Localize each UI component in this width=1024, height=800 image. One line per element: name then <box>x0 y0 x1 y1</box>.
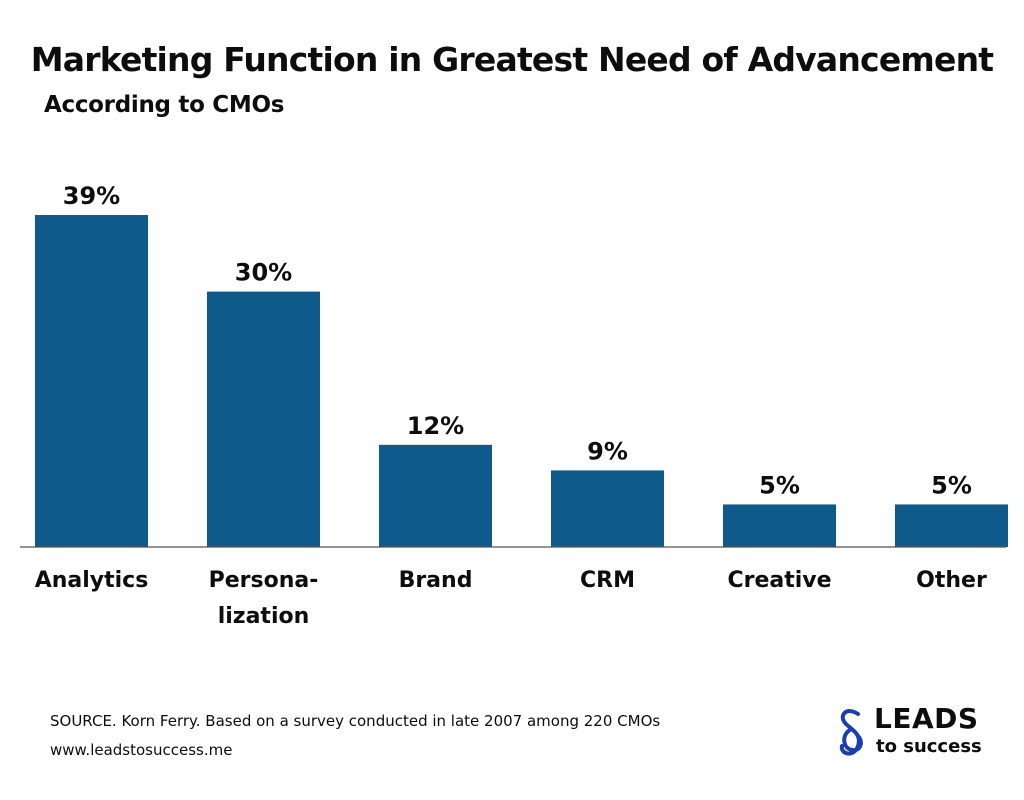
category-label: lization <box>218 604 310 629</box>
bar-brand <box>379 444 492 547</box>
bar-other <box>895 504 1008 547</box>
bar-creative <box>723 504 836 547</box>
brand-logo <box>839 709 863 756</box>
data-label: 12% <box>407 412 464 440</box>
data-label: 5% <box>931 471 972 499</box>
category-label: Brand <box>399 568 473 593</box>
chart-subtitle: According to CMOs <box>44 92 285 118</box>
website-url: www.leadstosuccess.me <box>50 741 233 759</box>
bar-personalization <box>207 291 320 547</box>
bar-analytics <box>35 215 148 547</box>
source-note: SOURCE. Korn Ferry. Based on a survey co… <box>50 712 661 730</box>
logo-wordmark: LEADS <box>874 702 979 735</box>
category-label: Creative <box>727 568 831 593</box>
chart-title: Marketing Function in Greatest Need of A… <box>30 40 994 79</box>
data-label: 5% <box>759 471 800 499</box>
data-label: 30% <box>235 259 292 287</box>
category-label: CRM <box>580 568 635 593</box>
infinity-s-icon <box>839 709 863 756</box>
category-label: Analytics <box>35 568 149 593</box>
bar-chart: 39% Analytics 30% Persona-lization 12% Brand 9… <box>20 182 1008 629</box>
data-label: 9% <box>587 437 628 465</box>
logo-tagline: to success <box>876 736 982 757</box>
category-label: Other <box>916 568 987 593</box>
data-label: 39% <box>63 182 120 210</box>
bar-crm <box>551 470 664 547</box>
category-label: Persona- <box>209 568 319 593</box>
